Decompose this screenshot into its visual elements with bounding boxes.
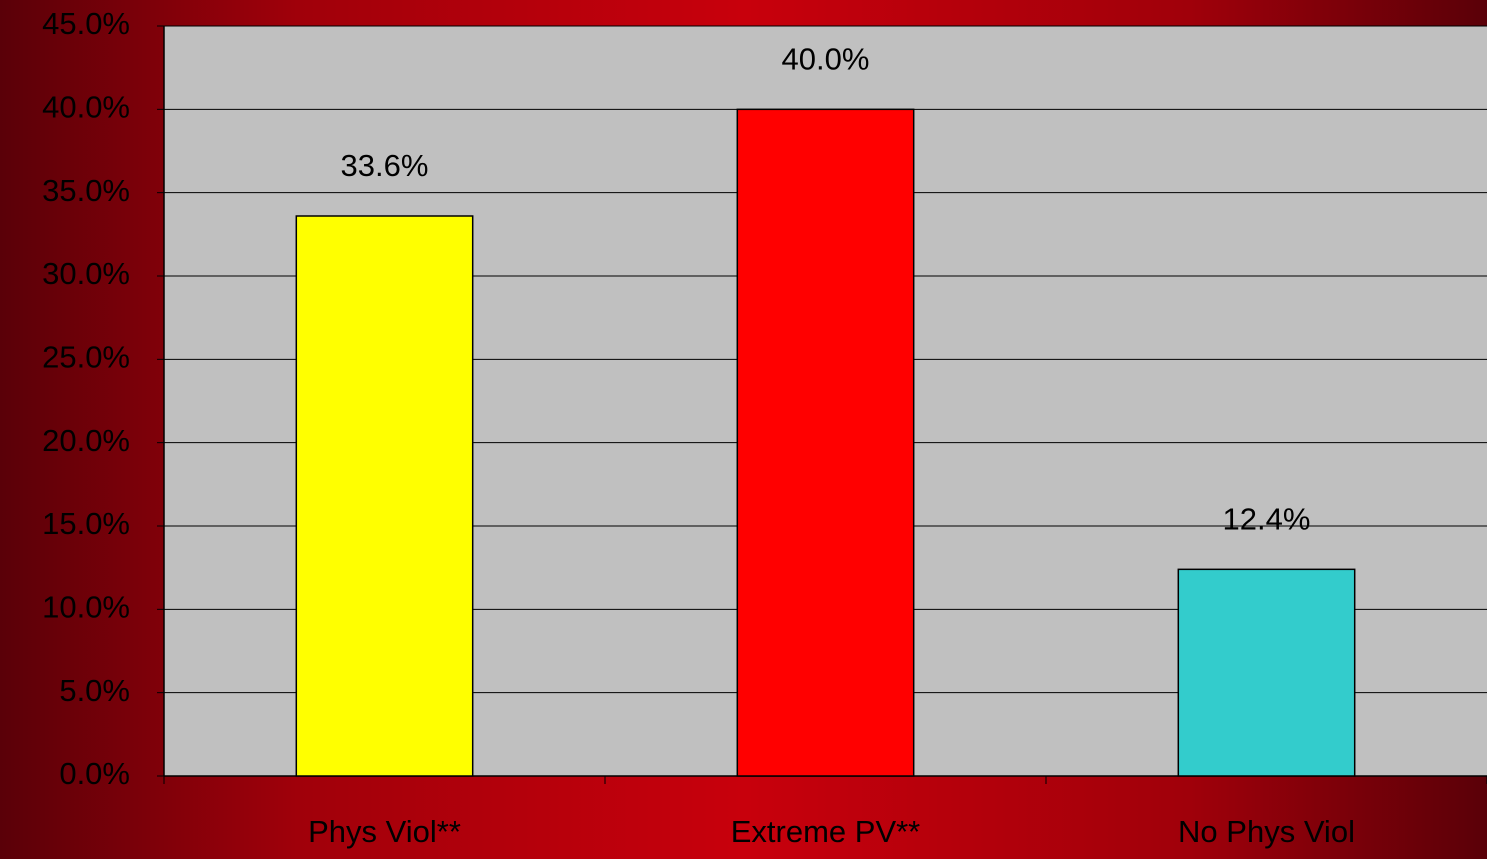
x-tick-label: Extreme PV** (731, 814, 921, 849)
y-tick-label: 25.0% (42, 340, 130, 375)
bar (1177, 568, 1356, 777)
y-tick-label: 10.0% (42, 590, 130, 625)
bar (295, 215, 474, 777)
bar (736, 108, 915, 777)
y-tick-label: 40.0% (42, 90, 130, 125)
y-tick-label: 15.0% (42, 506, 130, 541)
x-tick-label: Phys Viol** (308, 814, 461, 849)
y-tick-label: 0.0% (59, 756, 130, 791)
y-tick-label: 5.0% (59, 673, 130, 708)
x-tick-label: No Phys Viol (1178, 814, 1355, 849)
y-tick-label: 20.0% (42, 423, 130, 458)
y-tick-label: 30.0% (42, 256, 130, 291)
data-label: 40.0% (782, 42, 870, 77)
data-label: 12.4% (1223, 502, 1311, 537)
y-tick-label: 45.0% (42, 6, 130, 41)
y-tick-label: 35.0% (42, 173, 130, 208)
data-label: 33.6% (341, 148, 429, 183)
